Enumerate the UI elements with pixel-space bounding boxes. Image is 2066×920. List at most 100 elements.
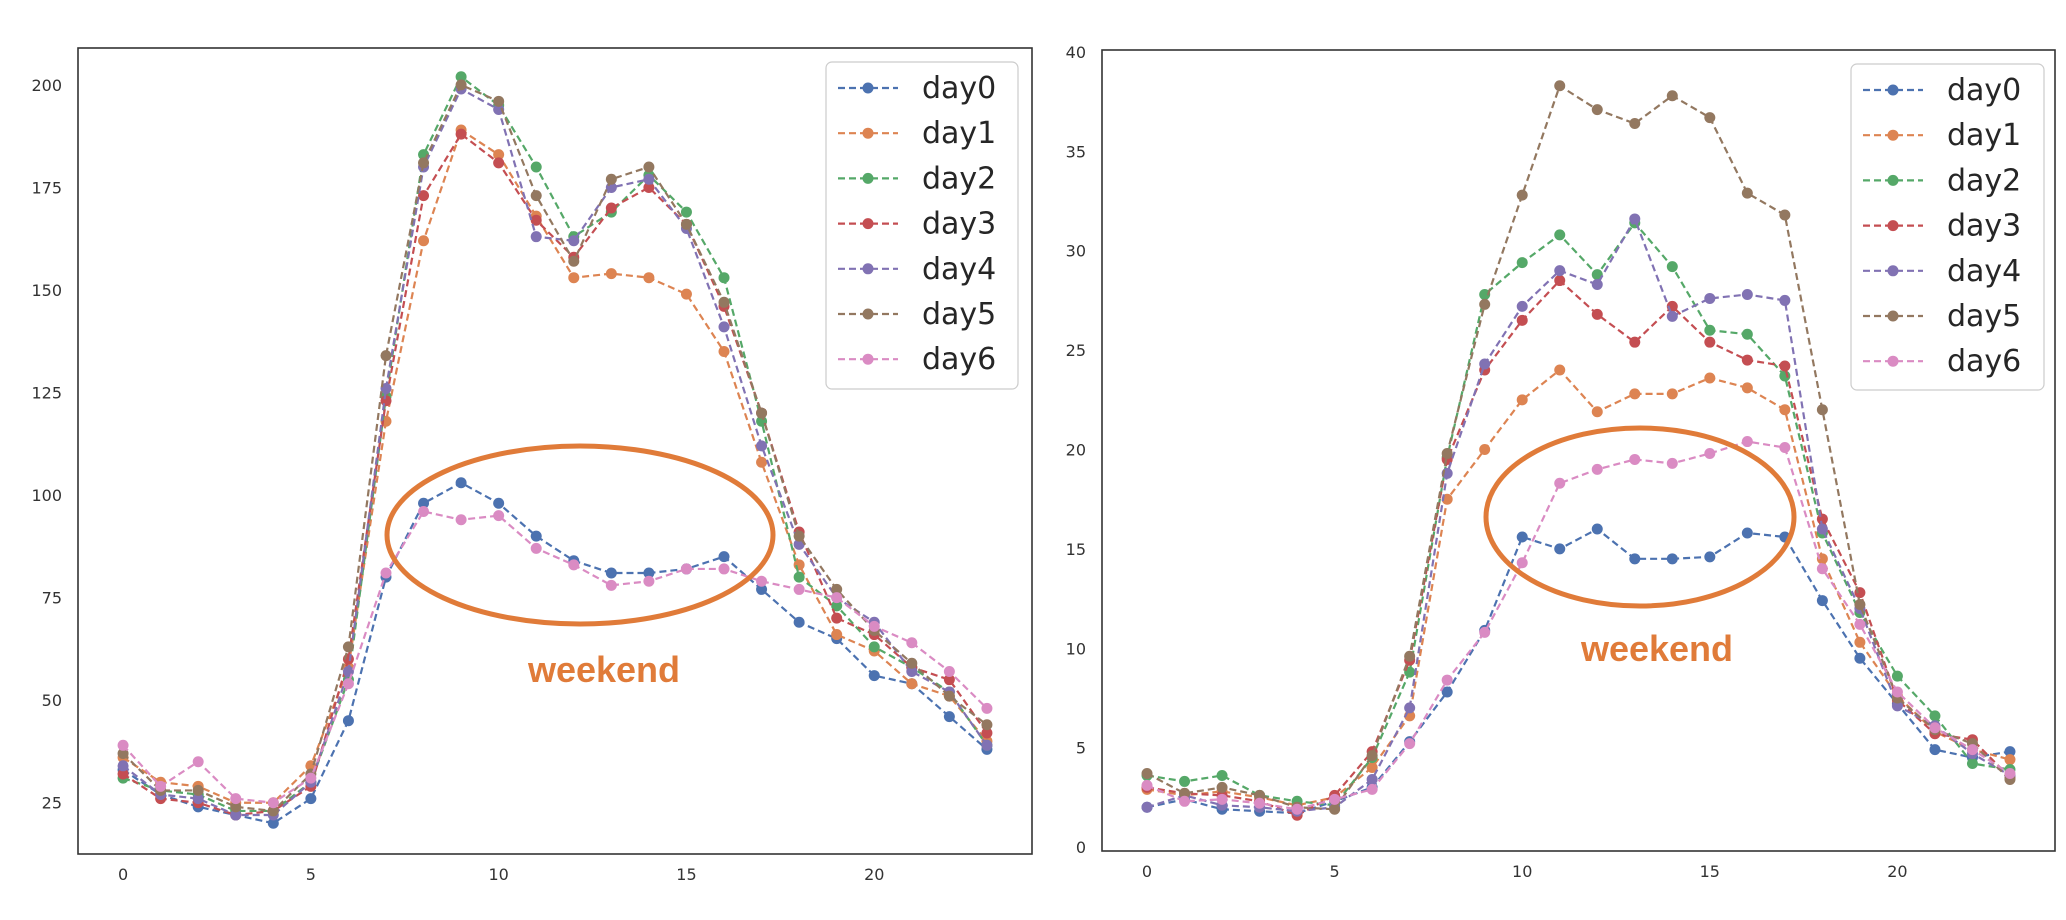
data-point [418,157,430,169]
data-point [1179,775,1191,787]
data-point [718,321,730,333]
data-point [117,760,129,772]
data-point [1929,722,1941,734]
data-point [1741,527,1753,539]
data-point [230,793,242,805]
x-tick-label: 10 [488,865,508,884]
legend-label: day5 [1947,299,2021,334]
y-tick-label: 50 [42,691,62,710]
legend-marker [862,308,874,320]
data-point [1179,787,1191,799]
data-point [1666,457,1678,469]
y-tick-label: 5 [1076,739,1086,758]
legend-entry-day3: day3 [1863,209,2021,244]
data-point [1704,372,1716,384]
data-point [2004,754,2016,766]
y-tick-label: 15 [1066,540,1086,559]
legend-label: day3 [922,207,996,242]
data-point [1591,463,1603,475]
legend-marker [1887,265,1899,277]
data-point [1741,288,1753,300]
y-tick-label: 0 [1076,838,1086,857]
data-point [380,567,392,579]
data-point [1666,261,1678,273]
data-point [1629,553,1641,565]
data-point [1366,750,1378,762]
data-point [718,346,730,358]
legend-entry-day6: day6 [1863,344,2021,379]
data-point [380,382,392,394]
data-point [2004,746,2016,758]
data-point [1554,477,1566,489]
legend-box [825,61,1019,390]
legend-entry-day3: day3 [838,207,996,242]
y-tick-label: 35 [1066,142,1086,161]
data-point [1854,636,1866,648]
data-point [1629,388,1641,400]
y-tick-label: 200 [31,76,62,95]
data-point [831,583,843,595]
data-point [680,218,692,230]
legend-entry-day1: day1 [1863,118,2021,153]
data-point [943,665,955,677]
data-point [605,579,617,591]
data-point [943,690,955,702]
series-line-day5 [122,83,988,813]
data-point [493,149,505,161]
data-point [530,231,542,243]
data-point [643,173,655,185]
data-point [831,629,843,641]
data-point [605,268,617,280]
data-point [530,542,542,554]
data-point [455,128,467,140]
legend-marker [862,263,874,275]
series-line-day1 [122,128,988,804]
legend-marker [862,218,874,230]
data-point [455,71,467,83]
data-point [1516,189,1528,201]
data-point [342,678,354,690]
data-point [1591,523,1603,535]
data-point [793,583,805,595]
data-point [1741,382,1753,394]
legend-marker [862,82,874,94]
data-point [305,772,317,784]
data-point [1291,803,1303,815]
data-point [906,665,918,677]
legend-label: day4 [922,252,996,287]
data-point [342,715,354,727]
data-point [605,202,617,214]
legend-entry-day2: day2 [1863,163,2021,198]
data-point [1441,674,1453,686]
y-tick-label: 100 [31,486,62,505]
data-point [455,477,467,489]
x-tick-label: 5 [1330,862,1340,881]
data-point [1704,551,1716,563]
legend-label: day4 [1947,254,2021,289]
data-point [1704,447,1716,459]
data-point [943,711,955,723]
data-point [568,235,580,247]
data-point [1741,354,1753,366]
data-point [418,497,430,509]
legend-box [1850,63,2045,391]
data-point [455,514,467,526]
series-line-day4 [122,87,988,817]
y-tick-label: 30 [1066,242,1086,261]
legend-entry-day5: day5 [1863,299,2021,334]
data-point [1554,229,1566,241]
data-point [981,727,993,739]
legend-label: day2 [1947,163,2021,198]
data-point [493,157,505,169]
legend-marker [862,172,874,184]
data-point [117,768,129,780]
x-tick-label: 0 [118,865,128,884]
data-point [906,678,918,690]
data-point [117,748,129,760]
data-point [1516,531,1528,543]
data-point [1629,213,1641,225]
data-point [1741,187,1753,199]
data-point [1704,336,1716,348]
data-point [1816,404,1828,416]
data-point [1479,444,1491,456]
